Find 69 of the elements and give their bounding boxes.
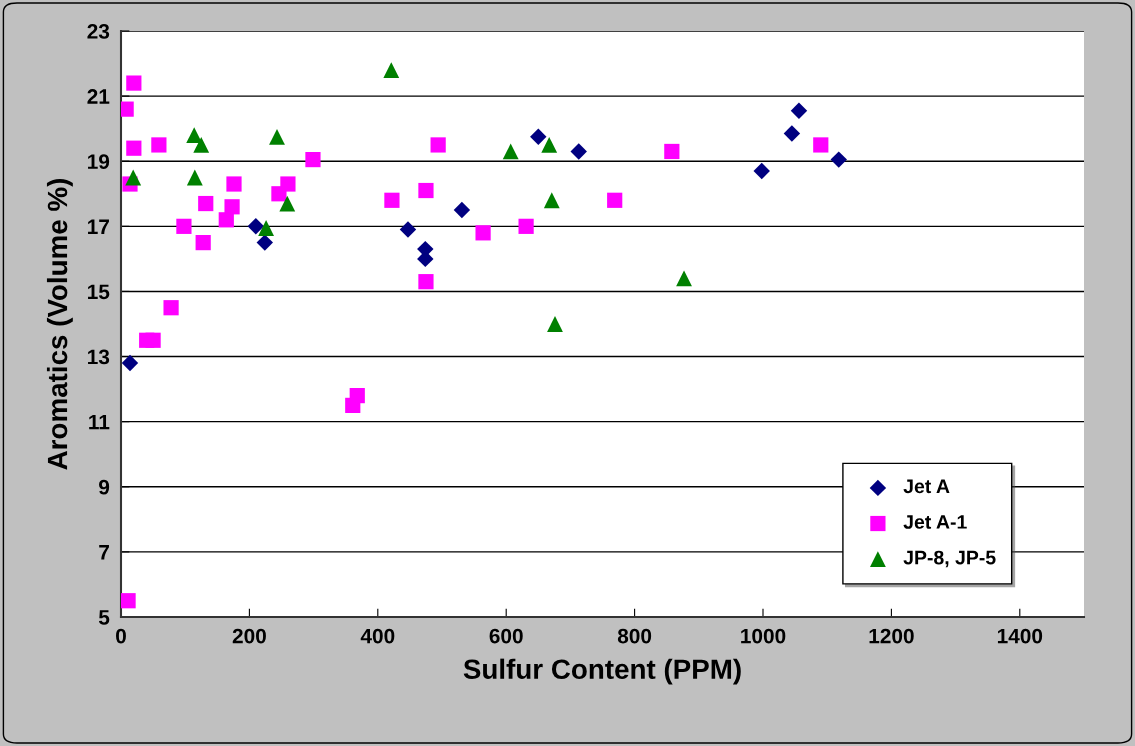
point bbox=[193, 137, 210, 153]
point bbox=[607, 192, 623, 208]
y-tick-label: 21 bbox=[87, 89, 110, 104]
point bbox=[121, 593, 136, 609]
x-tick-label: 800 bbox=[617, 628, 652, 644]
point bbox=[399, 221, 417, 238]
point bbox=[280, 176, 296, 192]
point bbox=[258, 220, 275, 236]
point bbox=[502, 143, 519, 160]
point bbox=[305, 151, 321, 168]
point bbox=[676, 270, 692, 287]
point bbox=[224, 199, 240, 215]
point bbox=[145, 332, 161, 348]
point bbox=[530, 128, 547, 146]
y-axis-title: Aromatics (Volume %) bbox=[46, 178, 73, 470]
point bbox=[163, 300, 179, 316]
point bbox=[126, 75, 142, 91]
x-tick-label: 1200 bbox=[869, 628, 914, 644]
point bbox=[418, 274, 434, 290]
y-tick-label: 23 bbox=[87, 24, 110, 39]
point bbox=[453, 201, 471, 219]
point bbox=[186, 169, 203, 186]
point bbox=[547, 316, 563, 332]
point bbox=[151, 137, 167, 153]
point bbox=[570, 143, 587, 160]
point bbox=[176, 218, 192, 234]
point bbox=[126, 140, 142, 156]
y-tick-label: 13 bbox=[88, 349, 110, 365]
legend-label: Jet A bbox=[903, 479, 950, 494]
point bbox=[664, 143, 680, 160]
y-tick-label: 17 bbox=[88, 219, 109, 234]
x-tick-label: 600 bbox=[489, 628, 523, 644]
x-axis-title: Sulfur Content (PPM) bbox=[463, 658, 741, 685]
point bbox=[279, 195, 296, 212]
point bbox=[518, 218, 534, 234]
point bbox=[349, 388, 365, 404]
y-tick-label: 5 bbox=[98, 610, 110, 625]
y-tick-label: 19 bbox=[88, 154, 110, 169]
x-tick-label: 200 bbox=[232, 628, 266, 644]
y-tick-label: 7 bbox=[99, 545, 109, 560]
y-tick-label: 11 bbox=[89, 414, 110, 430]
point bbox=[475, 225, 491, 241]
point bbox=[813, 137, 829, 153]
point bbox=[753, 162, 770, 180]
point bbox=[269, 128, 285, 145]
legend-label: Jet A-1 bbox=[903, 515, 967, 529]
point bbox=[256, 234, 274, 251]
x-tick-label: 1000 bbox=[741, 628, 786, 644]
y-tick-label: 15 bbox=[88, 284, 110, 300]
point bbox=[384, 192, 400, 208]
point bbox=[247, 218, 265, 235]
point bbox=[790, 102, 808, 119]
point bbox=[430, 137, 446, 153]
x-tick-label: 400 bbox=[360, 628, 395, 644]
point bbox=[198, 195, 214, 212]
point bbox=[195, 235, 211, 251]
y-tick-label: 9 bbox=[99, 479, 110, 495]
x-tick-label: 1400 bbox=[997, 628, 1043, 644]
point bbox=[543, 192, 560, 209]
point bbox=[383, 62, 400, 78]
point bbox=[541, 137, 558, 153]
x-tick-label: 0 bbox=[116, 628, 126, 644]
point bbox=[125, 169, 142, 186]
legend-label: JP-8, JP-5 bbox=[903, 550, 996, 568]
point bbox=[226, 176, 242, 192]
point bbox=[418, 182, 434, 199]
point bbox=[783, 125, 801, 142]
point bbox=[830, 151, 847, 168]
point bbox=[121, 354, 139, 372]
